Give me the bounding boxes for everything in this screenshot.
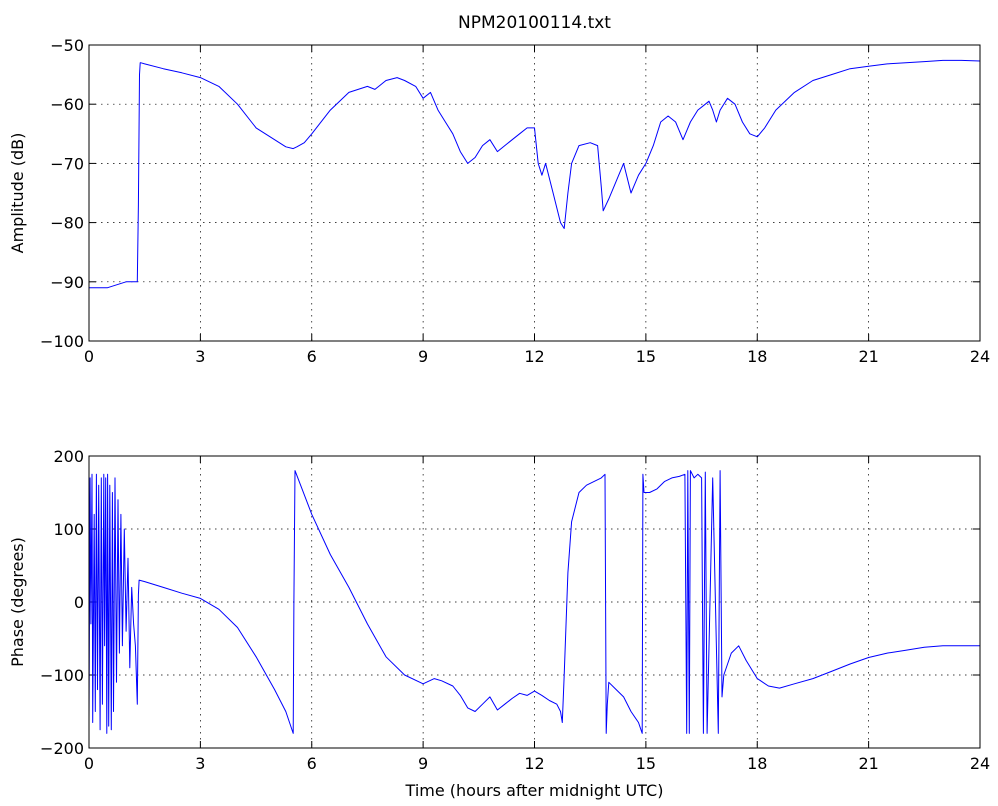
phase-x-tick-label: 21	[858, 754, 878, 773]
phase-axes-frame	[88, 455, 981, 749]
phase-x-tick-label: 3	[195, 754, 205, 773]
phase-y-tick-label: −200	[40, 739, 84, 758]
phase-trace	[88, 470, 980, 734]
phase-plot: 0 3 6 9 12 15 18 21 24 200 100 0 −100 −200 Time (hour…	[8, 447, 990, 800]
phase-x-axis-label: Time (hours after midnight UTC)	[405, 781, 664, 800]
amplitude-trace	[89, 59, 981, 289]
amplitude-x-tick-label: 24	[970, 347, 990, 366]
amplitude-x-tick-label: 6	[307, 347, 317, 366]
phase-y-tick-label: 200	[53, 447, 84, 466]
phase-x-tick-label: 0	[84, 754, 94, 773]
amplitude-y-tick-label: −50	[50, 36, 84, 55]
amplitude-y-tick-label: −60	[50, 95, 84, 114]
amplitude-tick-labels: 0 3 6 9 12 15 18 21 24 −50 −60 −70 −80 −90 −100	[40, 36, 990, 366]
amplitude-x-tick-label: 0	[84, 347, 94, 366]
amplitude-y-tick-label: −90	[50, 273, 84, 292]
chart-title: NPM20100114.txt	[458, 13, 611, 33]
amplitude-y-tick-label: −100	[40, 332, 84, 351]
phase-x-tick-label: 12	[524, 754, 544, 773]
phase-tick-labels: 0 3 6 9 12 15 18 21 24 200 100 0 −100 −200	[40, 447, 990, 773]
phase-x-tick-label: 9	[418, 754, 428, 773]
phase-grid	[89, 456, 980, 748]
phase-y-axis-label: Phase (degrees)	[8, 537, 27, 667]
phase-y-tick-label: −100	[40, 666, 84, 685]
amplitude-y-tick-label: −80	[50, 214, 84, 233]
amplitude-grid	[89, 45, 980, 341]
amplitude-x-tick-label: 3	[195, 347, 205, 366]
amplitude-x-tick-label: 21	[858, 347, 878, 366]
amplitude-axes-frame	[88, 44, 981, 342]
phase-y-tick-label: 100	[53, 520, 84, 539]
amplitude-x-tick-label: 9	[418, 347, 428, 366]
amplitude-x-tick-label: 18	[747, 347, 767, 366]
amplitude-x-tick-label: 12	[524, 347, 544, 366]
amplitude-x-tick-label: 15	[636, 347, 656, 366]
amplitude-plot: 0 3 6 9 12 15 18 21 24 −50 −60 −70 −80 −90 −100 NPM201…	[8, 13, 990, 366]
phase-x-tick-label: 18	[747, 754, 767, 773]
phase-x-tick-label: 6	[307, 754, 317, 773]
amplitude-y-tick-label: −70	[50, 154, 84, 173]
amplitude-y-axis-label: Amplitude (dB)	[8, 133, 27, 254]
phase-y-tick-label: 0	[74, 593, 84, 612]
phase-x-tick-label: 15	[636, 754, 656, 773]
phase-x-tick-label: 24	[970, 754, 990, 773]
